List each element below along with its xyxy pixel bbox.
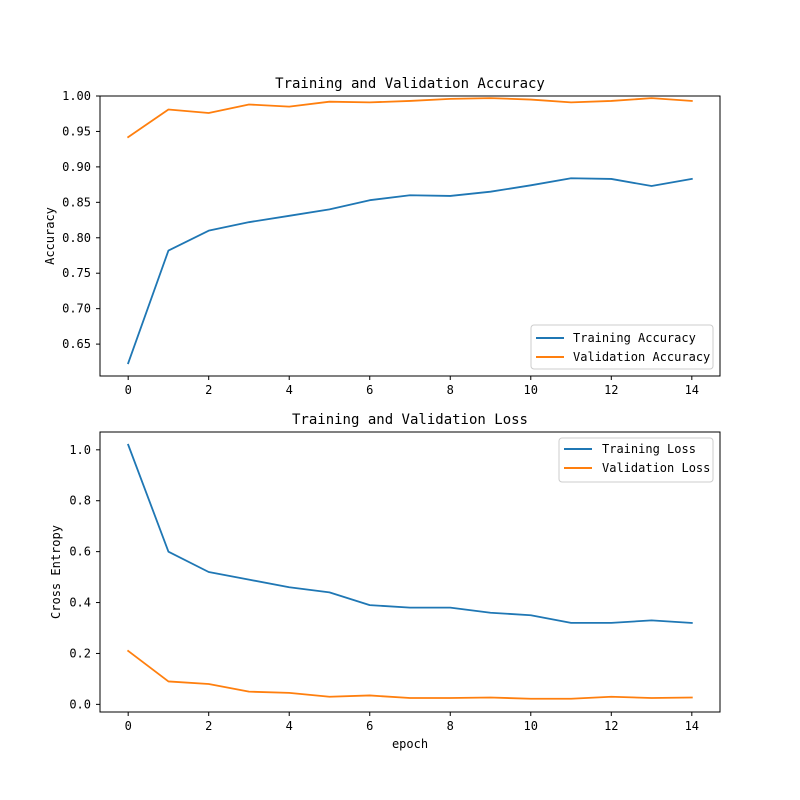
loss-x-tick-label: 6 xyxy=(366,719,373,733)
loss-x-tick-label: 2 xyxy=(205,719,212,733)
loss-x-tick-label: 12 xyxy=(604,719,618,733)
accuracy-y-axis-label: Accuracy xyxy=(43,207,57,265)
accuracy-y-tick-label: 0.70 xyxy=(62,302,91,316)
accuracy-y-tick-label: 0.65 xyxy=(62,337,91,351)
loss-chart-title: Training and Validation Loss xyxy=(292,412,528,428)
accuracy-y-tick-label: 0.75 xyxy=(62,266,91,280)
accuracy-chart-title: Training and Validation Accuracy xyxy=(275,76,545,92)
loss-y-tick-label: 0.0 xyxy=(69,697,91,711)
loss-y-axis-label: Cross Entropy xyxy=(49,525,63,619)
legend-label-validation-accuracy: Validation Accuracy xyxy=(573,350,710,364)
accuracy-y-tick-label: 0.80 xyxy=(62,231,91,245)
legend-label-training-loss: Training Loss xyxy=(602,442,696,456)
legend-label-training-accuracy: Training Accuracy xyxy=(573,331,696,345)
accuracy-y-tick-label: 0.85 xyxy=(62,195,91,209)
loss-plot-frame xyxy=(99,431,721,713)
loss-x-tick-label: 14 xyxy=(685,719,699,733)
accuracy-y-tick-label: 0.90 xyxy=(62,160,91,174)
loss-ticks: 0 2 4 6 8 10 12 14 0.0 0.2 0.4 0.6 0.8 1.0 xyxy=(69,443,699,733)
accuracy-legend-box xyxy=(530,324,714,370)
accuracy-x-tick-label: 12 xyxy=(604,383,618,397)
accuracy-y-tick-label: 1.00 xyxy=(62,89,91,103)
accuracy-lines xyxy=(126,97,693,365)
accuracy-x-tick-label: 8 xyxy=(447,383,454,397)
loss-subplot: Training and Validation Loss Cross Entro… xyxy=(49,412,721,751)
loss-x-tick-label: 10 xyxy=(524,719,538,733)
loss-y-tick-label: 0.4 xyxy=(69,596,91,610)
accuracy-subplot: Training and Validation Accuracy Accurac… xyxy=(43,76,721,397)
accuracy-x-tick-label: 14 xyxy=(685,383,699,397)
series-line-validation-accuracy xyxy=(126,97,693,139)
series-line-validation-loss xyxy=(126,649,693,700)
loss-x-tick-label: 8 xyxy=(447,719,454,733)
series-line-training-loss xyxy=(127,443,693,624)
loss-lines xyxy=(126,443,693,700)
loss-x-axis-label: epoch xyxy=(392,737,428,751)
legend-label-validation-loss: Validation Loss xyxy=(602,461,710,475)
accuracy-ticks: 0 2 4 6 8 10 12 14 0.65 0.70 0.75 0.80 0.85 0.90 0.95 1… xyxy=(62,89,699,397)
accuracy-x-tick-label: 6 xyxy=(366,383,373,397)
accuracy-x-tick-label: 0 xyxy=(125,383,132,397)
loss-legend-box xyxy=(558,437,714,483)
loss-y-tick-label: 1.0 xyxy=(69,443,91,457)
loss-y-tick-label: 0.8 xyxy=(69,494,91,508)
accuracy-y-tick-label: 0.95 xyxy=(62,124,91,138)
loss-y-tick-label: 0.2 xyxy=(69,646,91,660)
accuracy-legend: Training Accuracy Validation Accuracy xyxy=(530,324,714,370)
accuracy-x-tick-label: 4 xyxy=(286,383,293,397)
accuracy-plot-frame xyxy=(99,95,721,377)
loss-x-tick-label: 4 xyxy=(286,719,293,733)
loss-y-tick-label: 0.6 xyxy=(69,545,91,559)
series-line-training-accuracy xyxy=(127,177,693,365)
accuracy-x-tick-label: 10 xyxy=(524,383,538,397)
loss-legend: Training Loss Validation Loss xyxy=(558,437,714,483)
loss-x-tick-label: 0 xyxy=(125,719,132,733)
accuracy-x-tick-label: 2 xyxy=(205,383,212,397)
